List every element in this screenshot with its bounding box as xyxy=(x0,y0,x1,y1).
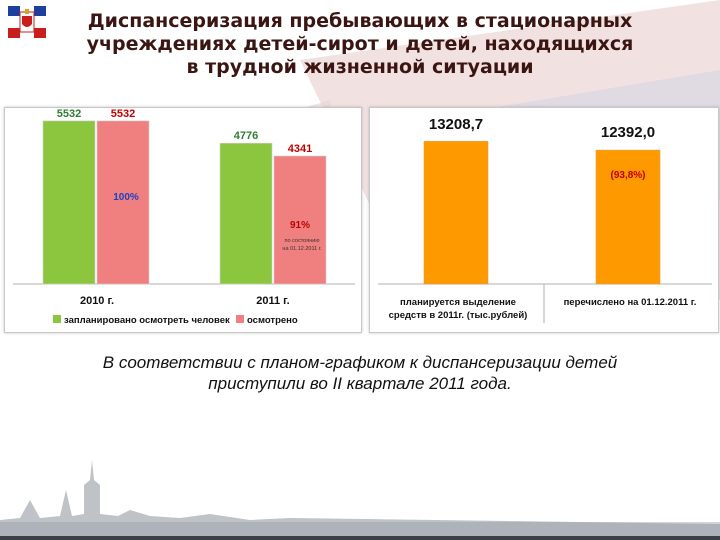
x-tick-label: 2011 г. xyxy=(256,295,289,307)
legend-label: запланировано осмотреть человек xyxy=(64,315,230,326)
examinations-chart: 5532 4776 5532 4341 100% 91% по состоянию на 01… xyxy=(13,108,355,326)
bar xyxy=(595,149,661,285)
bar xyxy=(423,141,489,285)
coat-of-arms-icon xyxy=(8,6,46,38)
bar xyxy=(273,155,327,285)
x-tick-label: планируется выделение xyxy=(400,297,516,308)
funding-chart: 13208,7 12392,0 (93,8%) планируется выделен… xyxy=(378,116,712,323)
title-line-3: в трудной жизненной ситуации xyxy=(186,56,534,78)
data-label: 5532 xyxy=(111,108,135,120)
bar xyxy=(219,142,273,285)
bar xyxy=(42,120,96,285)
x-tick-label: перечислено на 01.12.2011 г. xyxy=(564,297,697,308)
data-label: 4776 xyxy=(234,130,258,142)
chart-panel-funding: 13208,7 12392,0 (93,8%) планируется выделен… xyxy=(369,107,719,333)
city-skyline-decoration xyxy=(0,460,720,540)
percent-label: (93,8%) xyxy=(610,170,645,181)
title-line-2: учреждениях детей-сирот и детей, находящ… xyxy=(86,33,634,55)
legend-label: осмотрено xyxy=(247,315,298,326)
info-text-line-1: В соответствии с планом-графиком к диспа… xyxy=(102,353,618,372)
note-label: по состоянию xyxy=(285,238,320,244)
info-text-line-2: приступили во II квартале 2011 года. xyxy=(208,374,512,393)
x-tick-label: средств в 2011г. (тыс.рублей) xyxy=(389,310,528,321)
data-label: 13208,7 xyxy=(429,116,483,133)
percent-label: 100% xyxy=(113,192,139,203)
info-text: В соответствии с планом-графиком к диспа… xyxy=(60,352,660,394)
data-label: 12392,0 xyxy=(601,124,655,141)
legend-swatch xyxy=(236,315,244,323)
legend-swatch xyxy=(53,315,61,323)
percent-label: 91% xyxy=(290,220,310,231)
bar xyxy=(96,120,150,285)
data-label: 5532 xyxy=(57,108,81,120)
chart-panel-examinations: 5532 4776 5532 4341 100% 91% по состоянию на 01… xyxy=(4,107,362,333)
title-line-1: Диспансеризация пребывающих в стационарн… xyxy=(87,10,633,32)
note-label: на 01.12.2011 г. xyxy=(282,246,322,252)
page-title: Диспансеризация пребывающих в стационарн… xyxy=(60,10,660,79)
x-tick-label: 2010 г. xyxy=(80,295,114,307)
data-label: 4341 xyxy=(288,143,312,155)
